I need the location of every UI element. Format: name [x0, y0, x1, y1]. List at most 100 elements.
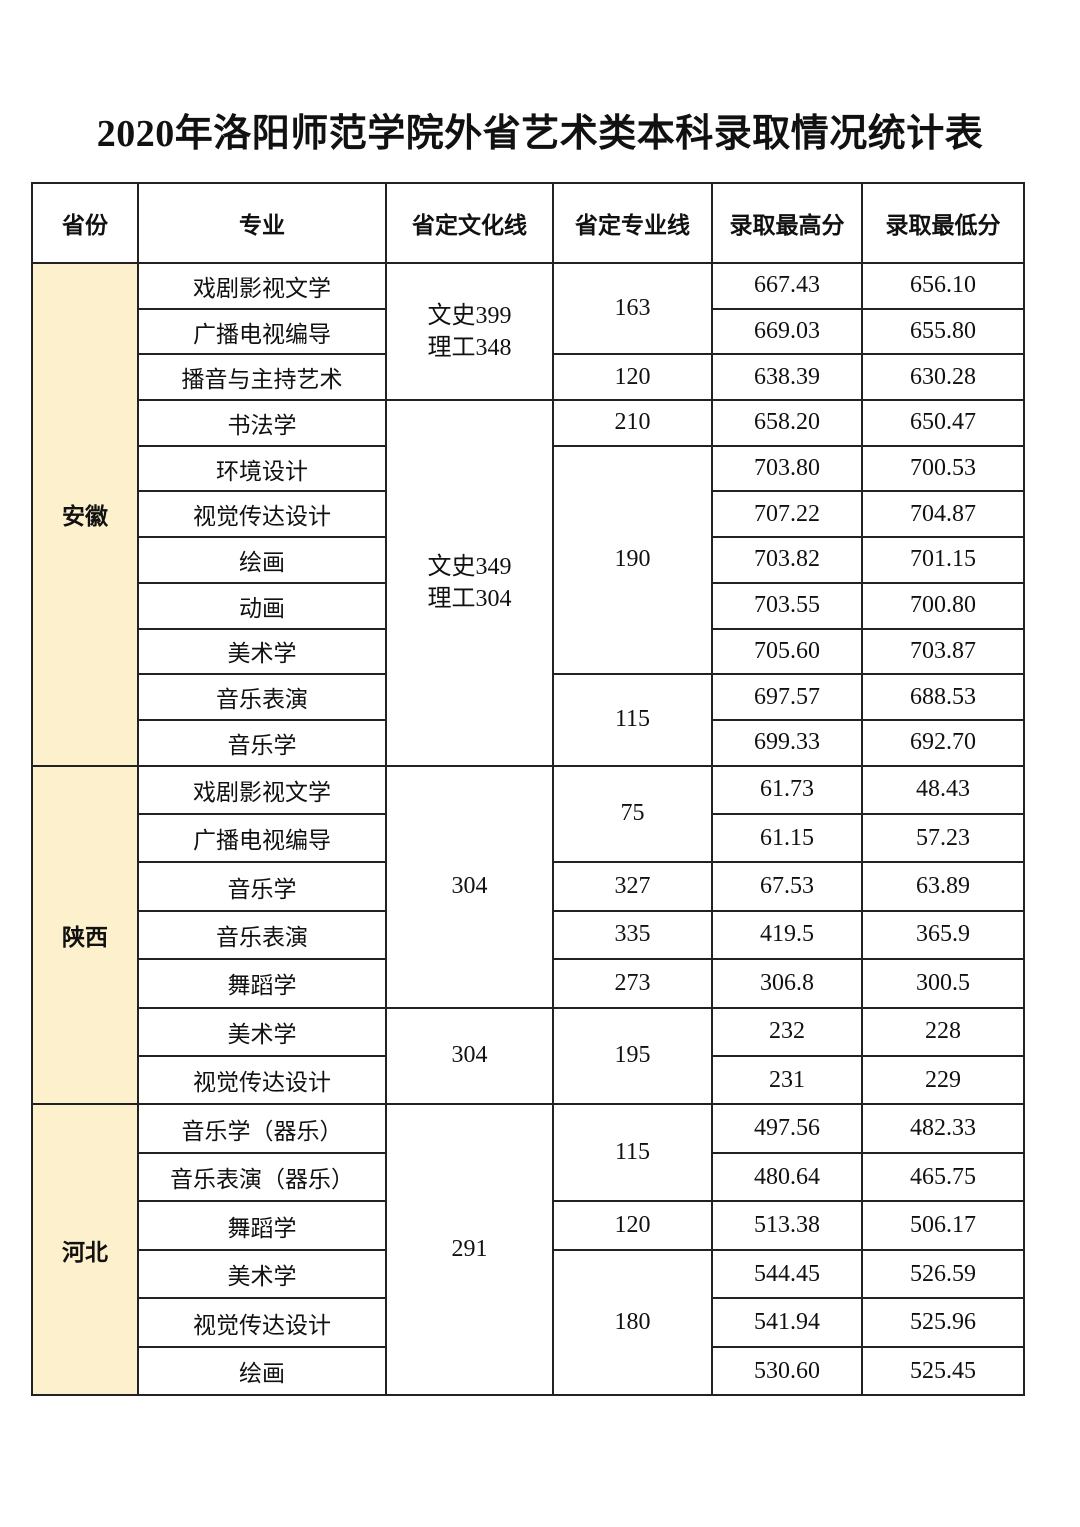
specialty-line-cell: 190	[552, 444, 713, 676]
major-cell: 舞蹈学	[137, 958, 387, 1009]
culture-line-cell: 304	[385, 1006, 554, 1106]
min-score-cell: 700.53	[861, 444, 1025, 493]
table-row: 音乐学 699.33 692.70	[32, 718, 1025, 767]
max-score-cell: 231	[711, 1054, 863, 1106]
table-row: 舞蹈学 273 306.8 300.5	[32, 958, 1025, 1009]
major-cell: 戏剧影视文学	[137, 764, 387, 815]
specialty-line-cell: 120	[552, 1200, 713, 1251]
major-cell: 美术学	[137, 1248, 387, 1300]
min-score-cell: 482.33	[861, 1103, 1025, 1154]
header-min-score: 录取最低分	[861, 182, 1025, 264]
page-title: 2020年洛阳师范学院外省艺术类本科录取情况统计表	[96, 113, 984, 155]
specialty-line-cell: 327	[552, 861, 713, 912]
province-cell: 陕西	[31, 764, 139, 1106]
major-cell: 戏剧影视文学	[137, 262, 387, 310]
major-cell: 美术学	[137, 627, 387, 676]
max-score-cell: 497.56	[711, 1103, 863, 1154]
table-row: 舞蹈学 120 513.38 506.17	[32, 1200, 1025, 1251]
header-max-score: 录取最高分	[711, 182, 863, 264]
table-row: 美术学 705.60 703.87	[32, 627, 1025, 676]
major-cell: 视觉传达设计	[137, 1054, 387, 1106]
max-score-cell: 67.53	[711, 861, 863, 912]
min-score-cell: 506.17	[861, 1200, 1025, 1251]
specialty-line-cell: 335	[552, 909, 713, 961]
header-row: 省份 专业 省定文化线 省定专业线 录取最高分 录取最低分	[31, 182, 1025, 264]
culture-line-cell: 304	[385, 764, 554, 1009]
specialty-line-cell: 75	[552, 764, 713, 864]
header-major: 专业	[137, 182, 387, 264]
culture-line-cell: 291	[385, 1103, 554, 1397]
major-cell: 书法学	[137, 399, 387, 447]
major-cell: 广播电视编导	[137, 812, 387, 864]
major-cell: 环境设计	[137, 444, 387, 493]
min-score-cell: 650.47	[861, 399, 1025, 447]
max-score-cell: 703.55	[711, 581, 863, 630]
specialty-line-cell: 120	[552, 353, 713, 402]
min-score-cell: 656.10	[861, 262, 1025, 310]
culture-line-text: 理工304	[427, 585, 512, 612]
max-score-cell: 658.20	[711, 399, 863, 447]
table-row: 陕西 戏剧影视文学 304 75 61.73 48.43	[31, 764, 1025, 1106]
max-score-cell: 480.64	[711, 1151, 863, 1203]
table-row: 书法学 文史349 理工304 210 658.20 650.47	[32, 399, 1025, 767]
specialty-line-cell: 163	[552, 261, 713, 356]
max-score-cell: 705.60	[711, 627, 863, 676]
min-score-cell: 630.28	[861, 353, 1025, 402]
major-cell: 音乐表演	[137, 909, 387, 961]
major-cell: 音乐学	[137, 718, 387, 767]
specialty-line-cell: 180	[552, 1248, 713, 1397]
max-score-cell: 699.33	[711, 718, 863, 767]
table-row: 美术学 180 544.45 526.59	[32, 1248, 1025, 1397]
min-score-cell: 655.80	[861, 307, 1025, 356]
min-score-cell: 704.87	[861, 490, 1025, 539]
major-cell: 广播电视编导	[137, 307, 387, 356]
specialty-line-cell: 210	[552, 399, 713, 447]
max-score-cell: 232	[711, 1006, 863, 1057]
major-cell: 动画	[137, 581, 387, 630]
min-score-cell: 48.43	[861, 764, 1025, 815]
table-row: 绘画 530.60 525.45	[32, 1345, 1025, 1397]
max-score-cell: 530.60	[711, 1345, 863, 1397]
major-cell: 音乐表演	[137, 673, 387, 721]
table-row: 美术学 304 195 232 228	[32, 1006, 1025, 1106]
min-score-cell: 300.5	[861, 958, 1025, 1009]
specialty-line-cell: 273	[552, 958, 713, 1009]
max-score-cell: 544.45	[711, 1248, 863, 1300]
table-row: 视觉传达设计 541.94 525.96	[32, 1297, 1025, 1348]
max-score-cell: 61.73	[711, 764, 863, 815]
table-row: 视觉传达设计 231 229	[32, 1054, 1025, 1106]
min-score-cell: 228	[861, 1006, 1025, 1057]
table-row: 音乐表演（器乐） 480.64 465.75	[32, 1151, 1025, 1203]
max-score-cell: 61.15	[711, 812, 863, 864]
max-score-cell: 541.94	[711, 1297, 863, 1348]
table-row: 播音与主持艺术 120 638.39 630.28	[32, 353, 1025, 402]
major-cell: 视觉传达设计	[137, 1297, 387, 1348]
min-score-cell: 701.15	[861, 536, 1025, 584]
table-row: 环境设计 190 703.80 700.53	[32, 444, 1025, 676]
header-specialty-line: 省定专业线	[552, 182, 713, 264]
table-row: 动画 703.55 700.80	[32, 581, 1025, 630]
max-score-cell: 703.82	[711, 536, 863, 584]
min-score-cell: 465.75	[861, 1151, 1025, 1203]
min-score-cell: 688.53	[861, 673, 1025, 721]
major-cell: 播音与主持艺术	[137, 353, 387, 402]
min-score-cell: 365.9	[861, 909, 1025, 961]
province-cell: 安徽	[31, 262, 139, 767]
specialty-line-cell: 195	[552, 1006, 713, 1106]
min-score-cell: 703.87	[861, 627, 1025, 676]
max-score-cell: 638.39	[711, 353, 863, 402]
min-score-cell: 692.70	[861, 718, 1025, 767]
culture-line-text: 文史399	[427, 302, 512, 329]
max-score-cell: 703.80	[711, 444, 863, 493]
max-score-cell: 306.8	[711, 958, 863, 1009]
min-score-cell: 525.96	[861, 1297, 1025, 1348]
major-cell: 音乐学	[137, 861, 387, 912]
max-score-cell: 707.22	[711, 490, 863, 539]
province-cell: 河北	[31, 1103, 139, 1397]
max-score-cell: 669.03	[711, 307, 863, 356]
min-score-cell: 57.23	[861, 812, 1025, 864]
specialty-line-cell: 115	[552, 673, 713, 767]
culture-line-cell: 文史349 理工304	[385, 399, 554, 767]
culture-line-text: 理工348	[427, 334, 512, 361]
max-score-cell: 513.38	[711, 1200, 863, 1251]
